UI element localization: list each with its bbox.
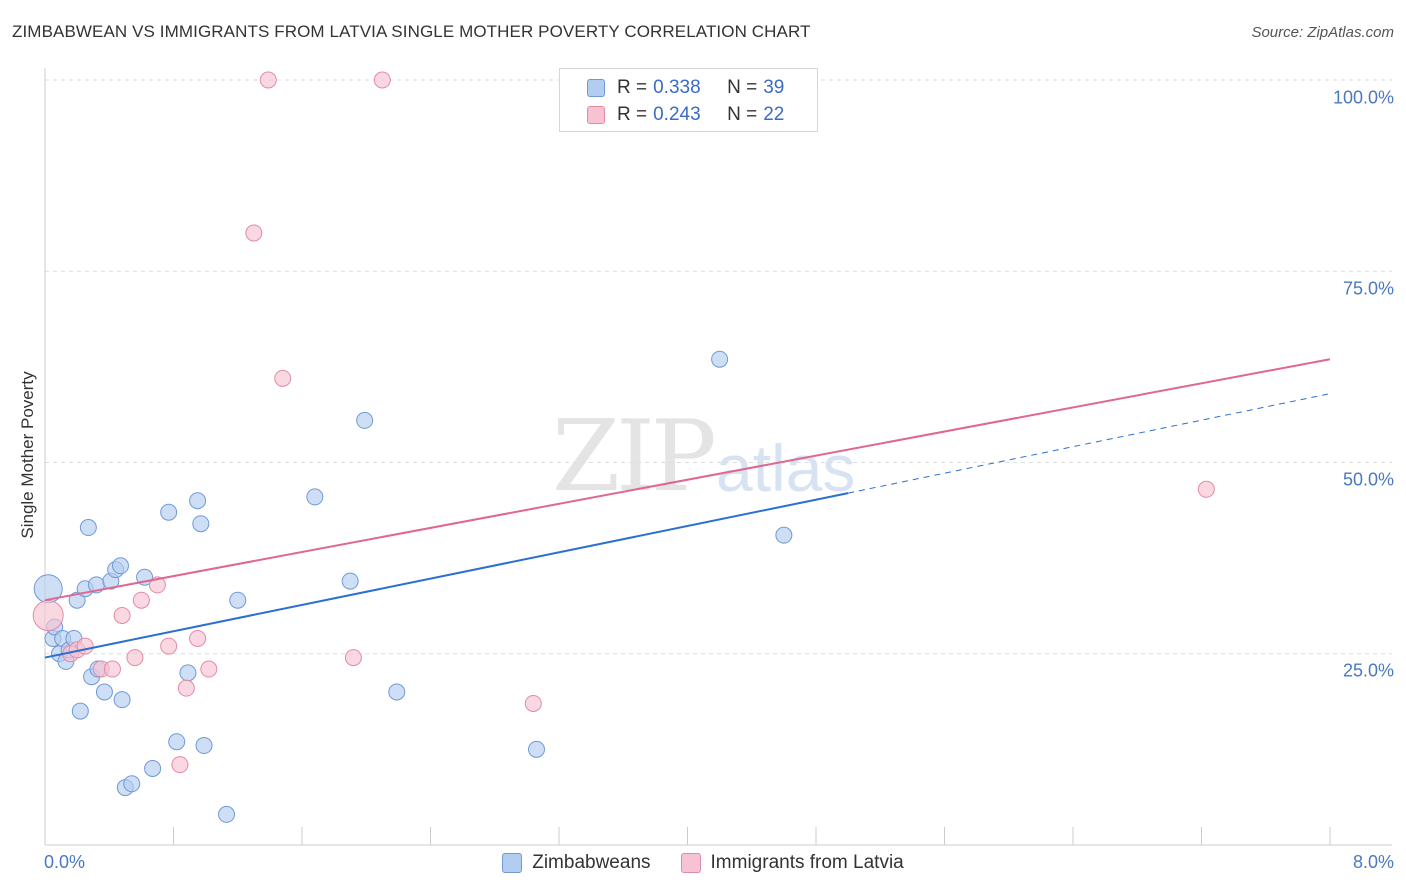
data-point-zimbabweans — [218, 805, 236, 823]
watermark-zip: ZIP — [552, 400, 717, 514]
data-point-latvia — [344, 649, 362, 667]
legend-row-zimbabweans: R = 0.338 N = 39 — [587, 77, 784, 99]
data-point-latvia — [274, 369, 292, 387]
x-tick-label-max: 8.0% — [1352, 852, 1394, 872]
legend-r-value: 0.243 — [653, 104, 701, 125]
y-tick-label-75: 75.0% — [1342, 278, 1394, 299]
data-point-latvia — [373, 71, 391, 89]
data-point-latvia — [245, 224, 263, 242]
y-tick-label-25: 25.0% — [1342, 660, 1394, 681]
legend-swatch-pink — [680, 853, 701, 873]
data-point-zimbabweans — [306, 488, 324, 506]
trend-line-latvia — [44, 358, 1331, 602]
data-point-zimbabweans — [168, 733, 186, 751]
chart-title: ZIMBABWEAN VS IMMIGRANTS FROM LATVIA SIN… — [12, 22, 811, 41]
legend-n-value: 22 — [763, 104, 785, 125]
data-point-latvia — [200, 660, 218, 678]
data-point-zimbabweans — [113, 691, 131, 709]
data-point-latvia — [524, 694, 542, 712]
data-point-zimbabweans — [356, 411, 374, 429]
data-point-latvia — [177, 679, 195, 697]
data-point-latvia — [259, 71, 277, 89]
watermark-atlas: atlas — [716, 431, 856, 505]
data-point-zimbabweans — [144, 760, 162, 777]
data-point-latvia — [160, 637, 178, 655]
data-point-zimbabweans — [195, 737, 213, 755]
data-point-zimbabweans — [229, 591, 247, 609]
data-point-zimbabweans — [179, 664, 197, 682]
data-point-latvia — [113, 607, 131, 624]
legend-swatch-blue — [587, 79, 605, 97]
y-tick-label-100: 100.0% — [1332, 87, 1394, 108]
data-point-zimbabweans — [95, 683, 113, 701]
legend-n-label: N = — [727, 77, 758, 98]
legend-label: Zimbabweans — [532, 852, 651, 873]
data-point-zimbabweans — [192, 515, 210, 533]
stats-legend: R = 0.338 N = 39 R = 0.243 N = 22 — [559, 68, 818, 132]
trend-line-zimbabweans — [44, 492, 849, 659]
data-point-zimbabweans — [111, 557, 129, 575]
y-tick-label-50: 50.0% — [1342, 469, 1394, 490]
data-point-latvia — [103, 660, 121, 678]
data-point-latvia — [126, 649, 144, 667]
legend-n-value: 39 — [763, 77, 785, 98]
x-tick-label-min: 0.0% — [44, 852, 86, 872]
data-point-zimbabweans — [528, 740, 546, 758]
series-legend: Zimbabweans Immigrants from Latvia — [0, 852, 1406, 874]
legend-item-zimbabweans[interactable]: Zimbabweans — [502, 852, 651, 874]
data-point-latvia — [32, 600, 64, 631]
trend-line-zimbabweans-extension — [848, 393, 1331, 494]
legend-r-value: 0.338 — [653, 77, 701, 98]
data-point-zimbabweans — [79, 519, 97, 537]
data-point-zimbabweans — [71, 702, 89, 720]
data-point-latvia — [189, 629, 207, 647]
legend-swatch-blue — [502, 853, 523, 873]
data-point-latvia — [148, 576, 166, 594]
data-point-latvia — [76, 637, 94, 655]
legend-n-label: N = — [727, 104, 758, 125]
data-point-zimbabweans — [775, 526, 793, 544]
source-credit: Source: ZipAtlas.com — [1251, 24, 1394, 41]
data-point-zimbabweans — [388, 683, 406, 701]
data-point-latvia — [1197, 480, 1215, 498]
data-point-zimbabweans — [711, 350, 729, 368]
y-axis-label: Single Mother Poverty — [18, 371, 37, 539]
legend-row-latvia: R = 0.243 N = 22 — [587, 104, 784, 126]
legend-label: Immigrants from Latvia — [710, 852, 904, 873]
data-point-zimbabweans — [189, 492, 207, 510]
data-point-zimbabweans — [123, 775, 141, 793]
data-point-zimbabweans — [160, 503, 178, 521]
data-point-zimbabweans — [341, 572, 359, 590]
legend-item-latvia[interactable]: Immigrants from Latvia — [680, 852, 904, 874]
data-point-latvia — [171, 756, 189, 774]
legend-swatch-pink — [587, 106, 605, 124]
legend-r-label: R = — [617, 104, 648, 125]
data-point-latvia — [132, 591, 150, 609]
legend-r-label: R = — [617, 77, 648, 98]
